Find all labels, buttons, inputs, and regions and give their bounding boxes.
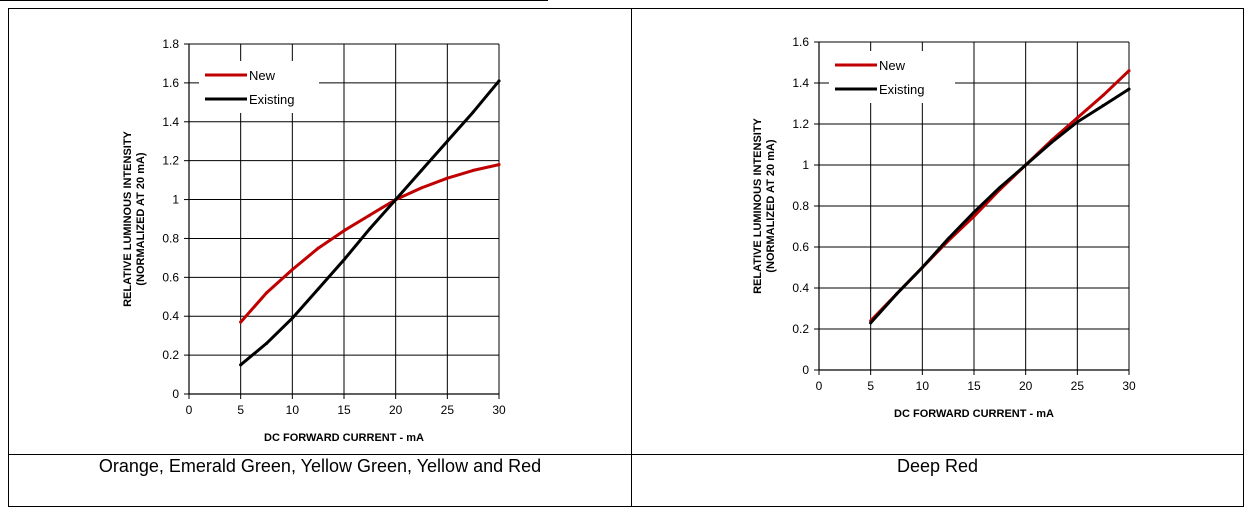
- panel0-x-tick-label: 25: [441, 403, 455, 417]
- panel0-data-point-new: [445, 176, 449, 180]
- panel1-y-tick-label: 0: [802, 363, 809, 377]
- panel0-y-axis-label-line2: (NORMALIZED AT 20 mA): [135, 152, 147, 286]
- panel0-y-axis-label-line1: RELATIVE LUMINOUS INTENSITY: [122, 130, 134, 306]
- panel0-data-point-existing: [420, 168, 423, 172]
- chart-right: 0 5 10 15 20 25 30 0 0.2 0.4 0.6 0.8 1 1.2 1.4 1.6 DC FO…: [752, 35, 1136, 420]
- panel1-x-tick-label: 10: [916, 379, 930, 393]
- panel0-y-tick-label: 1.8: [162, 37, 179, 51]
- panel1-x-tick-label: 5: [867, 379, 874, 393]
- panel0-data-point-existing: [368, 227, 372, 231]
- panel0-data-point-new: [265, 291, 268, 295]
- panel1-data-point-new: [1127, 69, 1131, 73]
- panel0-x-tick-label: 15: [337, 403, 351, 417]
- panel0-data-point-existing: [265, 341, 268, 345]
- panel0-x-tick-label: 0: [186, 403, 193, 417]
- panel1-y-axis-label-line2: (NORMALIZED AT 20 mA): [765, 139, 777, 273]
- panel1-data-point-existing: [1024, 163, 1028, 167]
- panel0-y-tick-label: 0.8: [162, 231, 179, 245]
- panel0-data-point-existing: [316, 287, 320, 291]
- panel0-legend-label-new: New: [249, 68, 276, 83]
- panel1-x-tick-label: 25: [1071, 379, 1085, 393]
- panel1-data-point-existing: [998, 186, 1002, 190]
- panel0-y-tick-label: 1: [172, 193, 179, 207]
- panel1-y-tick-label: 1.4: [792, 76, 809, 90]
- panel1-data-point-existing: [972, 210, 976, 214]
- panel1-data-point-existing: [869, 321, 873, 325]
- panel0-y-tick-label: 0.2: [162, 348, 179, 362]
- panel1-x-tick-label: 15: [967, 379, 981, 393]
- caption-right: Deep Red: [896, 456, 979, 476]
- panel0-data-point-new: [342, 229, 346, 233]
- panel0-data-point-new: [471, 168, 475, 172]
- panel0-x-axis-label: DC FORWARD CURRENT - mA: [264, 432, 424, 444]
- caption-left: Orange, Emerald Green, Yellow Green, Yel…: [98, 456, 542, 476]
- panel0-data-point-existing: [290, 316, 294, 320]
- panel1-data-point-new: [972, 214, 976, 218]
- panel1-data-point-existing: [1101, 104, 1105, 108]
- panel0-data-point-new: [290, 268, 294, 272]
- panel1-x-tick-label: 20: [1019, 379, 1033, 393]
- panel1-data-point-new: [1101, 93, 1105, 97]
- panel0-data-point-existing: [342, 258, 346, 262]
- chart-cell-right: 0 5 10 15 20 25 30 0 0.2 0.4 0.6 0.8 1 1.2 1.4 1.6 DC FO…: [631, 8, 1244, 455]
- panel0-data-point-existing: [497, 79, 501, 83]
- panel1-data-point-new: [1075, 116, 1079, 120]
- chart-cell-left: 0 5 10 15 20 25 30 0 0.2 0.4 0.6 0.8 1 1.2 1.4 1.6 1.8 DC…: [8, 8, 632, 455]
- panel0-data-point-existing: [445, 139, 449, 143]
- panel0-data-point-new: [368, 213, 372, 217]
- panel1-y-tick-label: 1.6: [792, 35, 809, 49]
- panel1-data-point-existing: [1127, 87, 1131, 91]
- caption-cell-right: Deep Red: [631, 454, 1244, 507]
- panel1-x-tick-label: 0: [816, 379, 823, 393]
- panel1-y-tick-label: 1.2: [792, 117, 809, 131]
- caption-cell-left: Orange, Emerald Green, Yellow Green, Yel…: [8, 454, 632, 507]
- panel0-y-tick-label: 1.4: [162, 115, 179, 129]
- panel0-y-tick-label: 1.2: [162, 154, 179, 168]
- panel0-data-point-existing: [239, 363, 243, 367]
- panel0-y-tick-label: 0.4: [162, 309, 179, 323]
- panel1-y-tick-label: 0.2: [792, 322, 809, 336]
- panel0-y-tick-label: 0: [172, 387, 179, 401]
- panel1-legend-box: [829, 51, 955, 103]
- panel1-data-point-existing: [946, 237, 950, 241]
- panel1-x-tick-label: 30: [1122, 379, 1136, 393]
- panel0-data-point-new: [316, 246, 320, 250]
- panel0-data-point-new: [497, 163, 501, 167]
- panel1-y-tick-label: 0.6: [792, 240, 809, 254]
- panel0-x-tick-label: 10: [286, 403, 300, 417]
- panel0-data-point-existing: [471, 110, 475, 114]
- panel0-legend-label-existing: Existing: [249, 92, 295, 107]
- panel1-y-axis-label-line1: RELATIVE LUMINOUS INTENSITY: [752, 117, 764, 293]
- panel1-y-tick-label: 0.8: [792, 199, 809, 213]
- panel0-x-tick-label: 30: [492, 403, 506, 417]
- panel1-y-tick-label: 1: [802, 158, 809, 172]
- panel1-data-point-existing: [1075, 120, 1079, 124]
- chart-panel-table: 0 5 10 15 20 25 30 0 0.2 0.4 0.6 0.8 1 1.2 1.4 1.6 1.8 DC…: [8, 8, 1244, 507]
- panel1-legend-label-new: New: [879, 58, 906, 73]
- panel0-x-tick-label: 20: [389, 403, 403, 417]
- panel1-legend-label-existing: Existing: [879, 82, 925, 97]
- panel0-y-tick-label: 1.6: [162, 76, 179, 90]
- panel1-data-point-existing: [1050, 140, 1053, 144]
- panel0-legend-box: [199, 61, 319, 113]
- panel1-data-point-existing: [920, 266, 924, 269]
- panel0-x-tick-label: 5: [237, 403, 244, 417]
- chart-left: 0 5 10 15 20 25 30 0 0.2 0.4 0.6 0.8 1 1.2 1.4 1.6 1.8 DC…: [122, 37, 506, 444]
- panel0-data-point-new: [420, 186, 423, 190]
- panel1-data-point-existing: [895, 292, 898, 296]
- panel1-x-axis-label: DC FORWARD CURRENT - mA: [894, 408, 1054, 420]
- panel0-data-point-existing: [394, 198, 398, 202]
- panel0-data-point-new: [239, 320, 243, 324]
- panel1-y-tick-label: 0.4: [792, 281, 809, 295]
- panel0-y-tick-label: 0.6: [162, 270, 179, 284]
- top-rule: [0, 0, 548, 1]
